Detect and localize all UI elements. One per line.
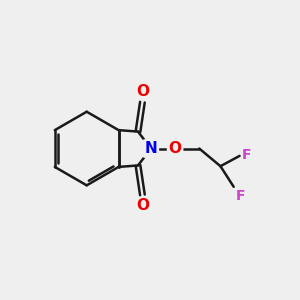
- Text: N: N: [145, 141, 157, 156]
- Text: O: O: [136, 198, 149, 213]
- Text: O: O: [136, 84, 149, 99]
- Text: F: F: [236, 189, 245, 203]
- Text: O: O: [169, 141, 182, 156]
- Text: F: F: [242, 148, 251, 162]
